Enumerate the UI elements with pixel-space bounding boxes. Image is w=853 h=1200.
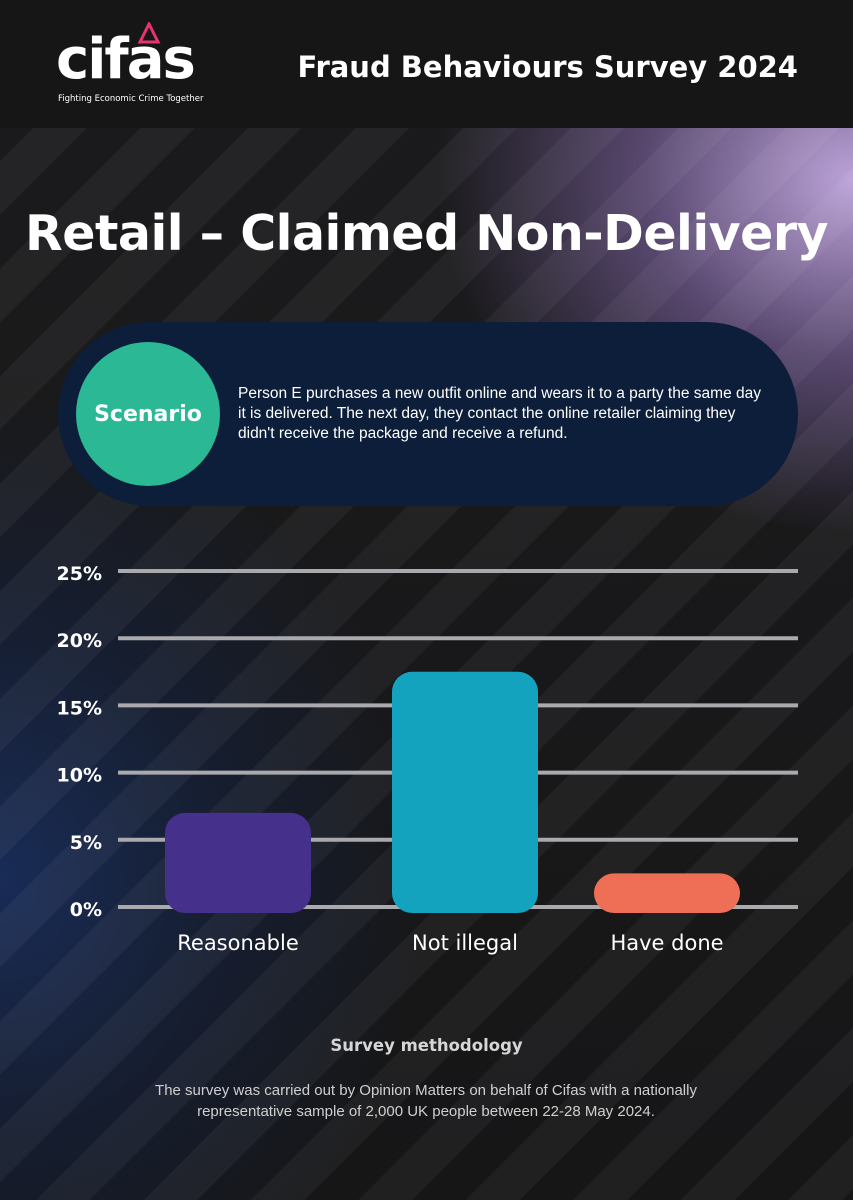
bar-chart: 0% 5% 10% 15% 20% 25% Reasonable Not illegal Hav… — [0, 540, 853, 980]
y-tick-label: 0% — [70, 899, 102, 921]
chart-svg: 0% 5% 10% 15% 20% 25% Reasonable Not illegal Hav… — [57, 563, 798, 955]
methodology-title: Survey methodology — [330, 1036, 523, 1055]
survey-title: Fraud Behaviours Survey 2024 — [297, 50, 798, 84]
bar-have-done — [594, 873, 740, 913]
y-tick-label: 25% — [57, 563, 102, 585]
logo-tagline: Fighting Economic Crime Together — [58, 94, 204, 104]
scenario-card: Scenario Person E purchases a new outfit… — [58, 322, 798, 506]
bar-not-illegal — [392, 671, 538, 913]
x-category-label: Have done — [610, 931, 723, 955]
page-title: Retail – Claimed Non-Delivery — [25, 205, 828, 262]
logo-accent-icon — [137, 22, 161, 44]
methodology-text: The survey was carried out by Opinion Ma… — [155, 1082, 697, 1120]
bar-reasonable — [165, 812, 311, 913]
scenario-label: Scenario — [94, 401, 202, 427]
scenario-text: Person E purchases a new outfit online a… — [238, 385, 761, 442]
logo-wordmark: cifas — [56, 27, 196, 92]
y-tick-label: 20% — [57, 630, 102, 652]
x-category-label: Reasonable — [177, 931, 299, 955]
x-category-label: Not illegal — [412, 931, 518, 955]
header: cifas Fighting Economic Crime Together F… — [0, 0, 853, 128]
cifas-logo: cifas Fighting Economic Crime Together — [56, 22, 206, 108]
scenario-badge: Scenario — [76, 342, 220, 486]
y-tick-label: 15% — [57, 697, 102, 719]
y-tick-label: 5% — [70, 832, 102, 854]
y-tick-label: 10% — [57, 765, 102, 787]
